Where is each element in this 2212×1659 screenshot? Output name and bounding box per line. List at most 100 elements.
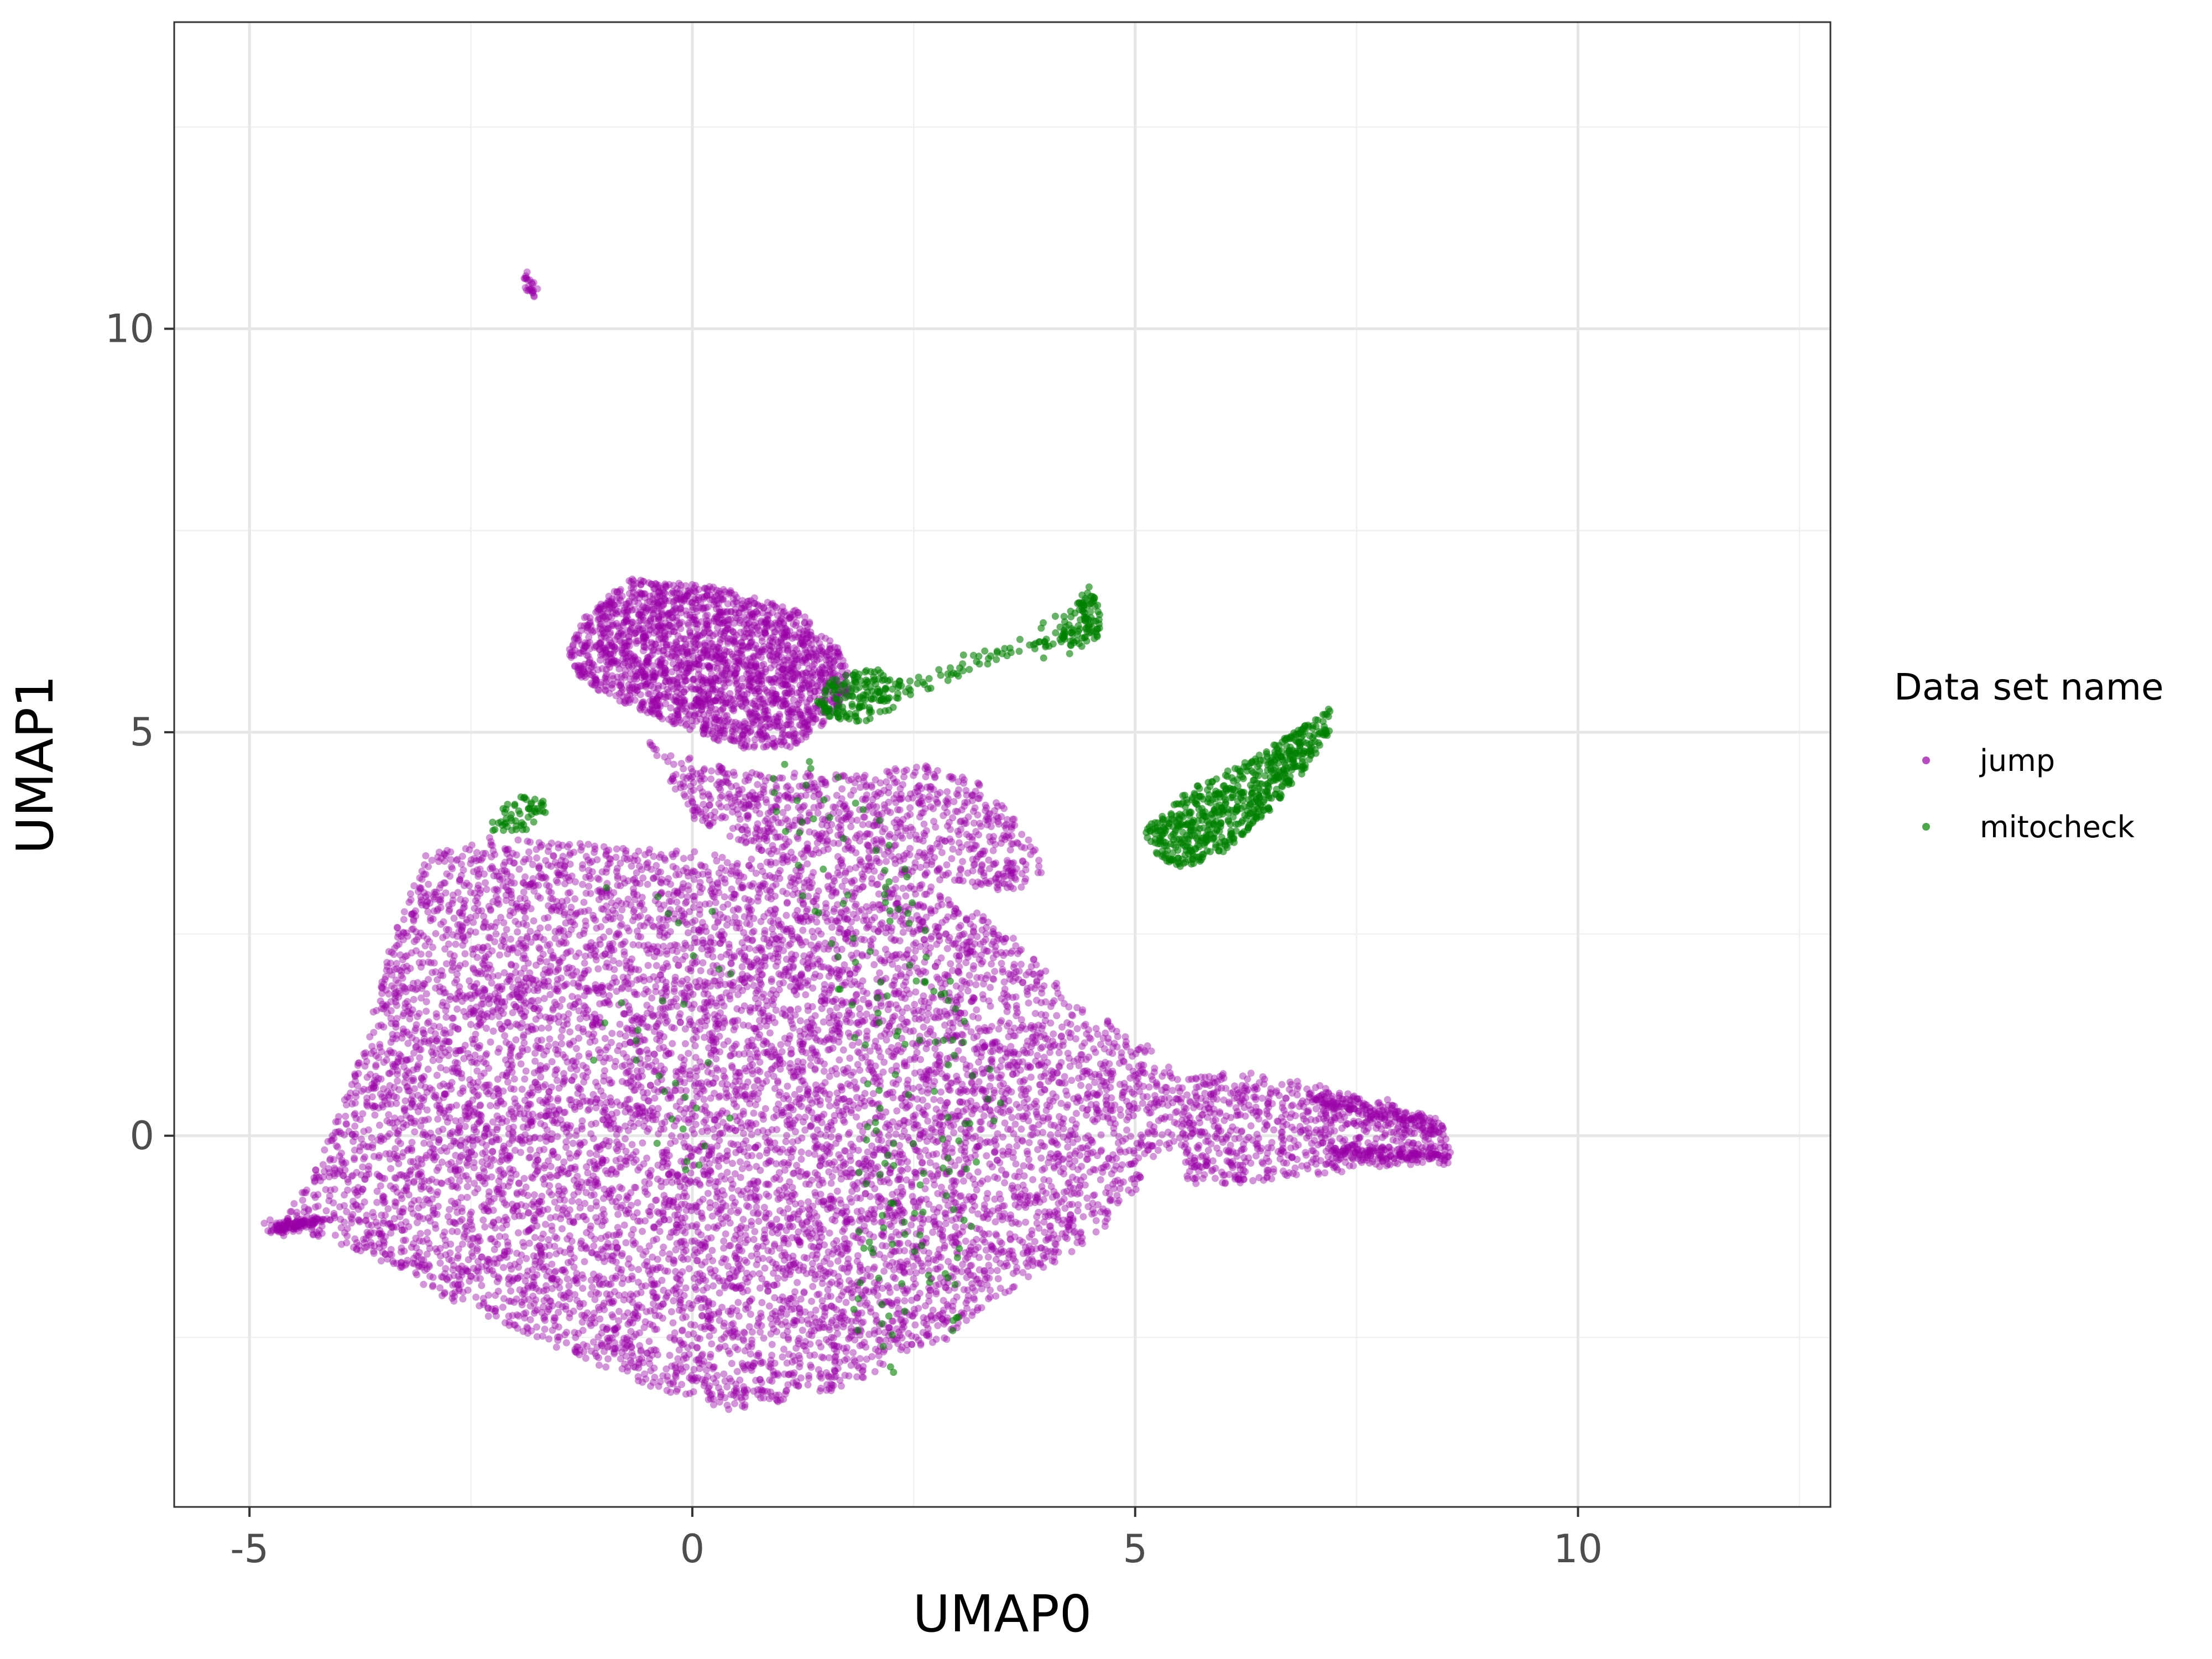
scatter-point-jump [389,1258,397,1265]
scatter-point-jump [694,1239,702,1247]
scatter-point-jump [947,1263,955,1271]
scatter-point-jump [514,1102,521,1110]
scatter-point-jump [801,879,808,886]
scatter-point-jump [662,960,670,967]
scatter-point-jump [795,1228,802,1236]
scatter-point-jump [410,1119,418,1127]
scatter-point-jump [1004,1262,1011,1270]
scatter-point-jump [1077,1082,1084,1089]
scatter-point-jump [625,1209,633,1217]
scatter-point-jump [912,1333,920,1341]
scatter-point-jump [1138,1141,1146,1149]
scatter-point-jump [879,1068,887,1076]
scatter-point-jump [1066,1201,1073,1208]
scatter-point-jump [640,1160,648,1168]
scatter-point-jump [1081,1181,1089,1189]
scatter-point-jump [782,1138,790,1145]
scatter-point-jump [738,1402,746,1410]
scatter-point-jump [456,1217,464,1225]
scatter-point-jump [893,1062,900,1070]
scatter-point-jump [932,1068,940,1076]
scatter-point-jump [434,1115,442,1123]
scatter-point-jump [744,1078,752,1086]
scatter-point-jump [418,1160,426,1168]
scatter-point-jump [733,1209,741,1217]
scatter-point-jump [1104,1209,1112,1217]
scatter-point-jump [442,1066,450,1074]
scatter-point-jump [552,1343,560,1351]
scatter-point-jump [524,837,531,845]
scatter-point-jump [464,1135,472,1143]
scatter-point-jump [994,1105,1001,1113]
scatter-point-jump [742,1224,750,1232]
scatter-point-jump [962,1238,969,1245]
scatter-point-jump [738,884,746,891]
scatter-point-jump [720,1370,728,1378]
scatter-point-jump [453,857,461,864]
scatter-point-jump [951,907,958,915]
scatter-point-jump [476,1275,484,1282]
scatter-point-jump [807,1121,815,1129]
scatter-point-jump [542,1282,550,1290]
scatter-point-jump [408,1034,416,1041]
scatter-point-jump [713,1065,721,1072]
scatter-point-jump [816,957,823,965]
scatter-point-jump [524,1092,532,1099]
scatter-point-jump [580,1002,588,1010]
scatter-point-jump [558,1225,566,1233]
scatter-point-jump [855,1039,863,1046]
scatter-point-jump [840,1265,848,1272]
scatter-point-jump [667,1229,675,1237]
scatter-point-jump [559,996,566,1004]
scatter-point-jump [420,1035,428,1043]
scatter-point-jump [1099,1168,1107,1176]
scatter-point-jump [841,1225,848,1233]
scatter-point-jump [359,1110,367,1118]
scatter-point-jump [604,998,612,1006]
scatter-point-jump [497,1158,504,1166]
scatter-point-jump [908,1181,916,1188]
scatter-point-jump [720,1237,728,1245]
scatter-point-jump [1129,1067,1137,1075]
scatter-point-jump [1030,971,1038,978]
scatter-point-jump [895,1175,902,1183]
scatter-point-jump [811,1066,819,1074]
scatter-point-jump [670,1259,677,1267]
scatter-point-jump [758,1275,766,1282]
scatter-point-jump [551,1314,559,1322]
scatter-point-jump [1009,947,1016,955]
scatter-point-jump [878,919,886,927]
scatter-point-jump [755,1350,763,1358]
scatter-point-jump [531,1170,539,1178]
scatter-point-jump [557,1166,565,1173]
scatter-point-jump [1010,1048,1018,1056]
scatter-point-jump [640,942,648,950]
scatter-point-jump [423,1265,431,1272]
scatter-point-jump [822,914,830,921]
scatter-point-jump [314,1191,322,1198]
scatter-point-jump [733,1005,741,1013]
scatter-point-jump [473,953,481,961]
scatter-point-jump [1150,1152,1157,1160]
scatter-point-jump [541,966,549,973]
scatter-point-jump [979,991,987,999]
scatter-point-jump [618,1251,625,1259]
scatter-point-jump [608,1110,615,1118]
scatter-point-jump [561,863,568,870]
scatter-point-jump [576,1139,583,1147]
scatter-point-jump [393,924,401,931]
scatter-point-jump [1144,1093,1151,1100]
scatter-point-jump [604,1355,612,1363]
scatter-point-jump [628,1272,636,1280]
scatter-point-jump [757,1359,765,1367]
scatter-point-jump [893,1188,901,1196]
scatter-point-jump [841,1314,849,1322]
scatter-point-jump [485,1065,493,1072]
scatter-point-jump [530,1069,538,1077]
scatter-point-jump [853,990,860,998]
scatter-point-jump [506,1178,514,1186]
scatter-point-jump [742,1275,749,1282]
scatter-point-jump [1152,1079,1160,1087]
scatter-point-jump [708,1340,716,1348]
